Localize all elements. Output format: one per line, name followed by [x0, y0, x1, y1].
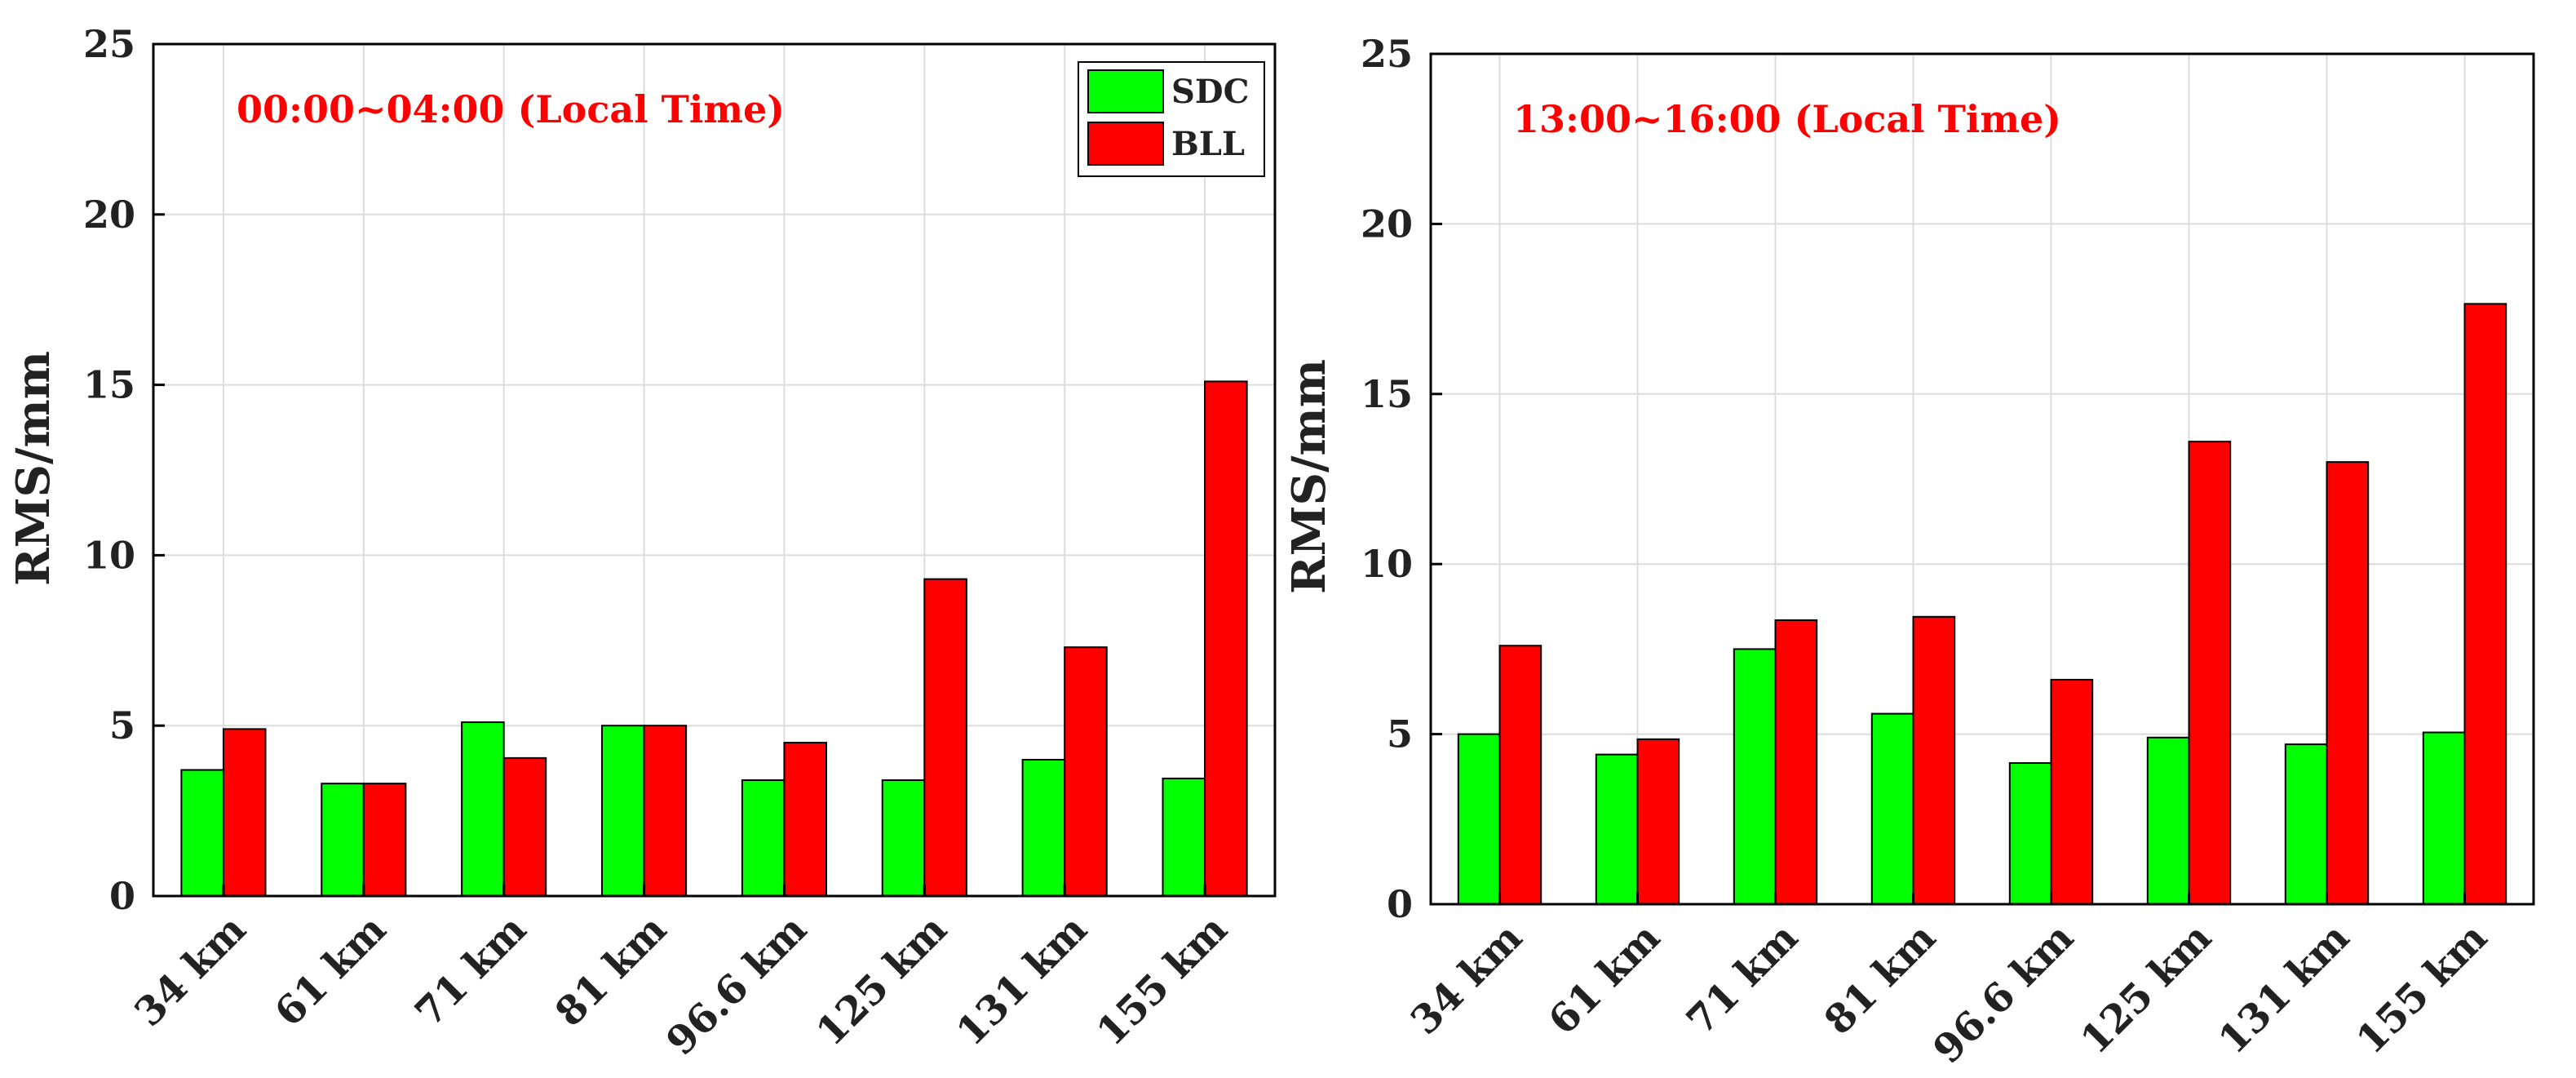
- bar-bll-2: [362, 783, 407, 898]
- x-tick-label: 155 km: [2348, 915, 2496, 1063]
- time-annotation: 13:00~16:00 (Local Time): [1513, 97, 2061, 141]
- y-tick-label: 10: [1361, 542, 1413, 586]
- axes-frame: [1429, 52, 2535, 906]
- bar-bll-1: [1498, 645, 1543, 905]
- bar-sdc-1: [180, 769, 224, 897]
- x-tick-label: 61 km: [1540, 915, 1669, 1044]
- bar-bll-8: [2463, 303, 2507, 905]
- bar-bll-7: [1064, 646, 1108, 897]
- bar-bll-8: [1204, 380, 1248, 897]
- bar-sdc-5: [2008, 762, 2052, 906]
- x-tick-label: 81 km: [547, 907, 675, 1036]
- bar-bll-5: [2050, 678, 2094, 905]
- bar-sdc-7: [2284, 743, 2328, 905]
- y-tick-label: 20: [1361, 202, 1413, 246]
- y-tick-label: 15: [1361, 372, 1413, 416]
- bar-bll-3: [1774, 619, 1818, 905]
- x-tick-label: 71 km: [406, 907, 535, 1036]
- x-tick-label: 131 km: [948, 907, 1096, 1055]
- bar-bll-4: [643, 725, 688, 898]
- y-tick-label: 5: [1387, 712, 1413, 756]
- bar-bll-4: [1912, 615, 1956, 906]
- bar-bll-7: [2326, 461, 2370, 905]
- bar-sdc-2: [321, 783, 365, 898]
- bar-bll-5: [783, 742, 827, 898]
- bar-sdc-6: [881, 779, 926, 897]
- x-tick-label: 155 km: [1088, 907, 1237, 1055]
- x-tick-label: 71 km: [1678, 915, 1807, 1044]
- legend-swatch-sdc: [1087, 69, 1164, 113]
- bar-bll-1: [222, 728, 267, 897]
- bar-sdc-3: [1733, 648, 1777, 906]
- bar-bll-6: [2188, 441, 2232, 905]
- bar-sdc-5: [741, 779, 786, 897]
- x-tick-label: 96.6 km: [657, 907, 816, 1065]
- x-tick-label: 131 km: [2210, 915, 2358, 1063]
- y-tick-label: 10: [83, 533, 135, 577]
- x-tick-label: 125 km: [2072, 915, 2220, 1063]
- bar-bll-3: [502, 756, 547, 898]
- bar-sdc-7: [1021, 758, 1066, 898]
- legend-swatch-bll: [1087, 122, 1164, 166]
- bar-sdc-4: [1870, 712, 1914, 905]
- bar-bll-6: [923, 578, 967, 898]
- y-tick-label: 25: [1361, 32, 1413, 76]
- x-tick-label: 34 km: [126, 907, 255, 1036]
- y-axis-label: RMS/mm: [7, 351, 60, 586]
- legend-label-sdc: SDC: [1171, 73, 1249, 111]
- x-tick-label: 34 km: [1402, 915, 1531, 1044]
- time-annotation: 00:00~04:00 (Local Time): [237, 87, 785, 131]
- y-tick-label: 0: [1387, 882, 1413, 926]
- bar-sdc-8: [2422, 731, 2466, 905]
- axes-frame: [152, 42, 1277, 898]
- y-tick-label: 20: [83, 193, 135, 237]
- x-tick-label: 96.6 km: [1924, 915, 2082, 1073]
- legend-label-bll: BLL: [1171, 125, 1245, 163]
- bar-sdc-3: [461, 721, 505, 897]
- y-tick-label: 15: [83, 363, 135, 407]
- y-tick-label: 5: [109, 703, 135, 748]
- x-tick-label: 125 km: [808, 907, 956, 1055]
- bar-sdc-2: [1595, 753, 1639, 905]
- bar-bll-2: [1636, 738, 1680, 905]
- legend: SDC BLL: [1078, 61, 1265, 177]
- x-tick-label: 61 km: [266, 907, 395, 1036]
- bar-sdc-4: [601, 725, 645, 898]
- y-tick-label: 25: [83, 22, 135, 66]
- bar-sdc-1: [1457, 733, 1501, 905]
- y-axis-label: RMS/mm: [1282, 359, 1336, 594]
- y-tick-label: 0: [109, 874, 135, 918]
- bar-sdc-6: [2146, 736, 2190, 905]
- x-tick-label: 81 km: [1816, 915, 1945, 1044]
- bar-sdc-8: [1162, 777, 1206, 897]
